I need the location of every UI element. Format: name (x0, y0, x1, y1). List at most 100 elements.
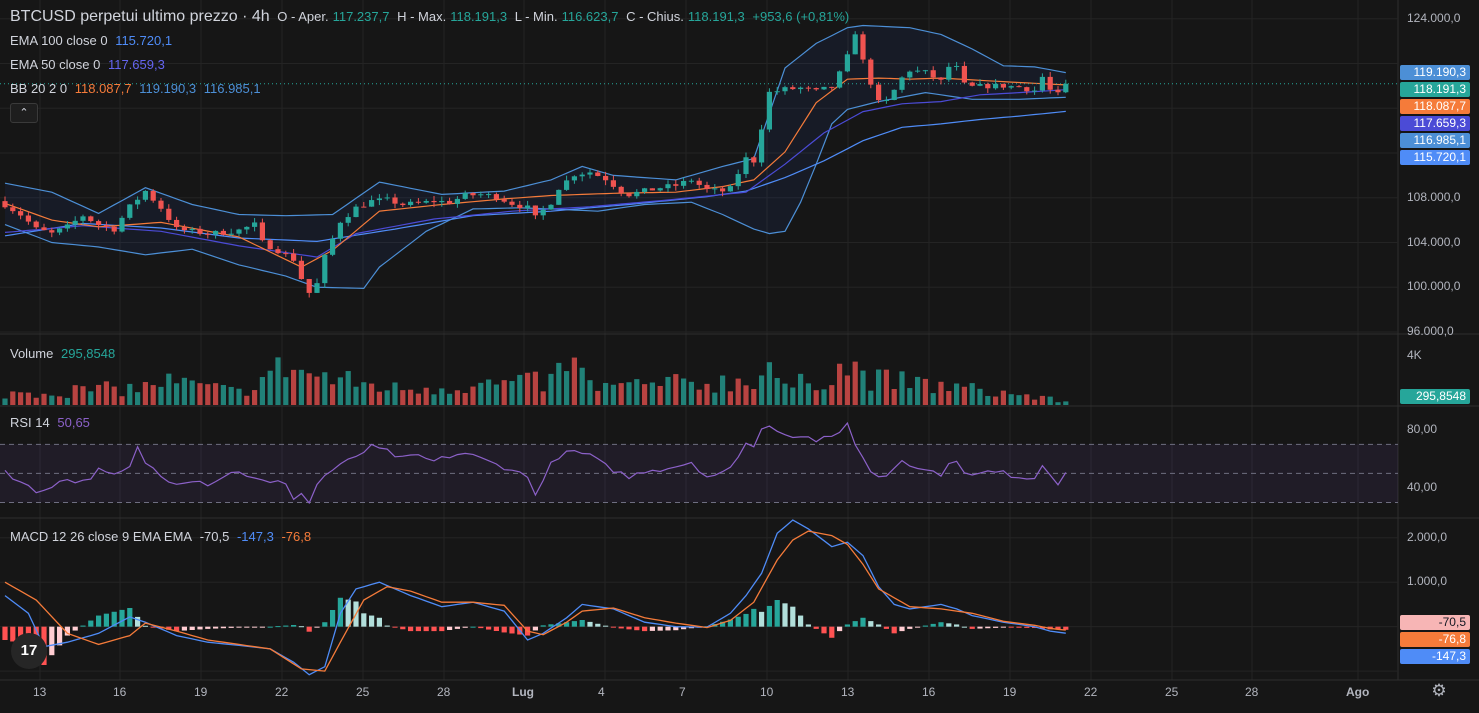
candle-body (197, 228, 203, 234)
date-axis-label: 13 (841, 685, 855, 699)
candle-body (954, 65, 960, 67)
candle-body (1055, 89, 1061, 93)
macd-hist-bar (330, 610, 336, 627)
macd-legend[interactable]: MACD 12 26 close 9 EMA EMA -70,5 -147,3 … (10, 529, 315, 545)
macd-hist-bar (252, 626, 258, 628)
price-tag[interactable]: 116.985,1 (1400, 133, 1470, 148)
macd-hist-bar (166, 626, 172, 630)
macd-hist-bar (564, 622, 570, 627)
candle-body (447, 200, 453, 204)
collapse-legend-button[interactable]: ⌃ (10, 103, 38, 123)
volume-bar (275, 357, 281, 405)
candle-body (228, 233, 234, 235)
volume-bar (96, 384, 102, 405)
rsi-axis-label: 40,00 (1407, 479, 1438, 494)
date-axis-label: 19 (194, 685, 208, 699)
candle-body (564, 180, 570, 190)
volume-bar (603, 382, 609, 405)
candle-body (252, 222, 258, 227)
candle-body (1039, 76, 1045, 91)
price-tag[interactable]: 118.087,7 (1400, 99, 1470, 114)
volume-bar (673, 374, 679, 405)
candle-body (369, 200, 375, 207)
candle-body (111, 226, 117, 232)
ema100-legend[interactable]: EMA 100 close 0 115.720,1 (10, 33, 176, 49)
macd-hist-bar (657, 626, 663, 631)
volume-legend[interactable]: Volume 295,8548 (10, 346, 119, 362)
candle-body (57, 228, 63, 233)
macd-hist-bar (587, 621, 593, 627)
rsi-legend[interactable]: RSI 14 50,65 (10, 415, 94, 431)
macd-hist-bar (805, 624, 811, 627)
volume-bar (821, 389, 827, 405)
price-tag[interactable]: 117.659,3 (1400, 116, 1470, 131)
macd-hist-bar (228, 626, 234, 628)
candle-body (392, 197, 398, 204)
price-tag[interactable]: 115.720,1 (1400, 150, 1470, 165)
macd-tag[interactable]: -147,3 (1400, 649, 1470, 664)
volume-bar (626, 382, 632, 405)
ema50-legend[interactable]: EMA 50 close 0 117.659,3 (10, 57, 169, 73)
macd-hist-bar (579, 620, 585, 627)
candle-body (509, 201, 515, 205)
price-tag[interactable]: 119.190,3 (1400, 65, 1470, 80)
volume-bar (111, 386, 117, 405)
macd-hist-bar (766, 605, 772, 627)
volume-bar (408, 389, 414, 405)
volume-bar (852, 361, 858, 405)
macd-hist-bar (876, 624, 882, 627)
rsi-line (4, 421, 1067, 505)
volume-bar (564, 371, 570, 405)
candle-body (2, 201, 8, 208)
price-tag[interactable]: 118.191,3 (1400, 82, 1470, 97)
date-axis-label: 4 (598, 685, 605, 699)
macd-tag[interactable]: -76,8 (1400, 632, 1470, 647)
candle-body (41, 227, 47, 231)
volume-bar (189, 380, 195, 405)
volume-tag[interactable]: 295,8548 (1400, 389, 1470, 404)
bb-basis-value: 118.087,7 (74, 81, 132, 96)
macd-hist-bar (64, 626, 70, 636)
candle-body (384, 197, 390, 199)
volume-bar (501, 380, 507, 405)
bb-legend[interactable]: BB 20 2 0 118.087,7 119.190,3 116.985,1 (10, 81, 265, 97)
macd-hist-bar (852, 621, 858, 627)
candle-body (587, 172, 593, 175)
macd-hist-bar (220, 626, 226, 629)
volume-bar (423, 387, 429, 405)
volume-bar (337, 377, 343, 405)
volume-bar (345, 371, 351, 405)
macd-hist-bar (306, 626, 312, 632)
macd-tag[interactable]: -70,5 (1400, 615, 1470, 630)
volume-bar (969, 383, 975, 405)
candle-body (400, 203, 406, 206)
tradingview-logo[interactable]: 17 (11, 633, 47, 669)
gear-icon[interactable]: ⚙ (1431, 681, 1447, 700)
volume-bar (291, 369, 297, 405)
volume-bar (665, 376, 671, 405)
date-axis-label: 16 (922, 685, 936, 699)
volume-bar (1000, 390, 1006, 405)
volume-bar (439, 388, 445, 405)
candle-body (501, 199, 507, 202)
candle-body (18, 211, 24, 216)
date-axis-label: 25 (1165, 685, 1179, 699)
candle-body (275, 249, 281, 254)
date-axis-label: 7 (679, 685, 686, 699)
candle-body (291, 253, 297, 261)
volume-bar (751, 389, 757, 405)
candle-body (353, 206, 359, 218)
macd-signal-value: -76,8 (281, 529, 312, 544)
macd-hist-bar (665, 626, 671, 631)
volume-bar (49, 395, 55, 405)
volume-bar (174, 383, 180, 405)
volume-bar (369, 383, 375, 405)
candle-body (88, 216, 94, 222)
date-axis-label: 10 (760, 685, 774, 699)
candle-body (556, 189, 562, 205)
candle-body (525, 205, 531, 208)
volume-bar (353, 386, 359, 405)
macd-hist-bar (205, 626, 211, 629)
candle-body (829, 86, 835, 88)
